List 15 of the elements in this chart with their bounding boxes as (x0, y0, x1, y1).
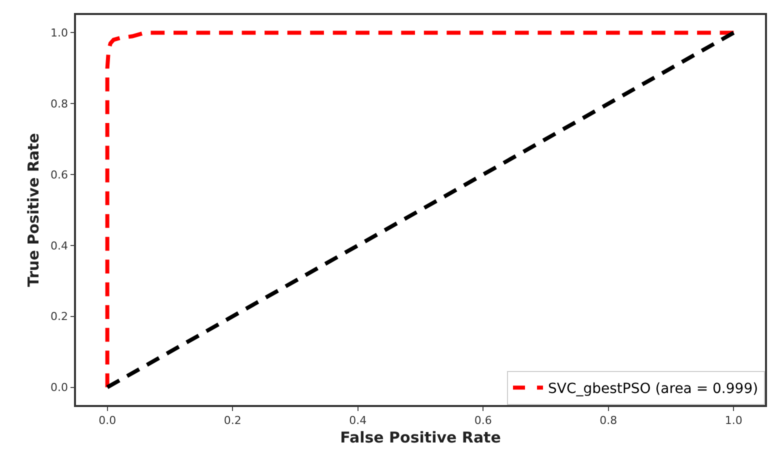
x-axis-title: False Positive Rate (340, 428, 501, 446)
y-tick-label: 0.6 (50, 168, 68, 182)
y-tick-label: 0.0 (50, 381, 68, 394)
y-tick-label: 0.2 (50, 310, 68, 324)
x-tick-label: 1.0 (724, 414, 742, 427)
y-axis-title: True Positive Rate (24, 133, 42, 287)
legend-label: SVC_gbestPSO (area = 0.999) (548, 381, 758, 398)
y-tick-label: 0.4 (50, 239, 68, 252)
x-tick-label: 0.0 (98, 414, 116, 427)
y-tick-label: 0.8 (50, 97, 68, 110)
x-tick-label: 0.8 (600, 414, 618, 427)
x-tick-label: 0.4 (349, 414, 367, 427)
x-tick-label: 0.2 (224, 414, 242, 427)
x-tick-label: 0.6 (474, 414, 492, 427)
y-tick-label: 1.0 (50, 26, 68, 40)
